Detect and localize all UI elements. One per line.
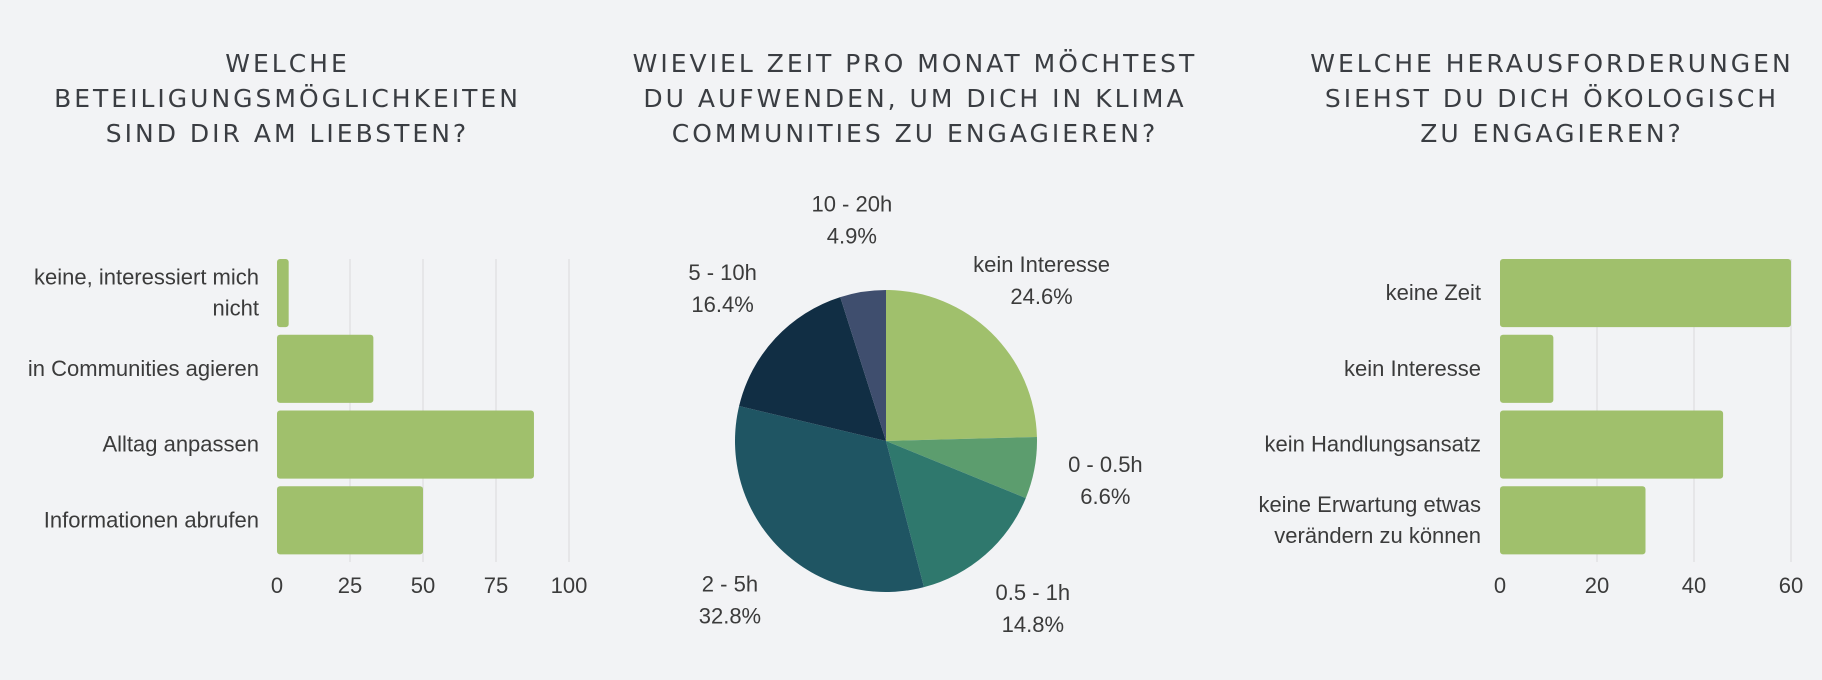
category-label: keine, interessiert mich nicht <box>34 265 259 321</box>
pie-slice <box>735 406 924 592</box>
bar <box>1500 334 1554 403</box>
slice-percent: 4.9% <box>827 224 877 249</box>
bar <box>277 334 374 403</box>
slice-percent: 32.8% <box>699 603 761 628</box>
category-label: in Communities agieren <box>28 356 259 381</box>
bar <box>277 410 534 479</box>
slice-label: 0.5 - 1h <box>996 580 1071 605</box>
x-tick-label: 20 <box>1585 573 1609 598</box>
chart-title-participation: WELCHE BETEILIGUNGSMÖGLICHKEITEN SIND DI… <box>54 49 521 148</box>
chart-title-challenges: WELCHE HERAUSFORDERUNGEN SIEHST DU DICH … <box>1310 49 1794 148</box>
pie-slice <box>886 290 1037 441</box>
slice-label: 5 - 10h <box>688 260 757 285</box>
x-tick-label: 50 <box>411 573 435 598</box>
pie-chart-1: kein Interesse 24.6% 0 - 0.5h 6.6% 0.5 - 1h 1… <box>688 192 1142 637</box>
category-label: kein Handlungsansatz <box>1265 432 1481 457</box>
slice-label: 0 - 0.5h <box>1068 452 1143 477</box>
slice-percent: 16.4% <box>691 292 753 317</box>
pie-slice <box>886 436 1037 499</box>
slice-percent: 6.6% <box>1080 484 1130 509</box>
x-tick-label: 100 <box>551 573 588 598</box>
bar <box>1500 259 1791 328</box>
x-tick-label: 75 <box>484 573 508 598</box>
x-tick-label: 60 <box>1779 573 1803 598</box>
x-tick-label: 40 <box>1682 573 1706 598</box>
bar <box>277 486 423 555</box>
slice-percent: 14.8% <box>1002 612 1064 637</box>
x-tick-label: 0 <box>1494 573 1506 598</box>
chart-title-time: WIEVIEL ZEIT PRO MONAT MÖCHTEST DU AUFWE… <box>632 49 1198 148</box>
category-label: keine Zeit <box>1386 280 1481 305</box>
category-label: kein Interesse <box>1344 356 1481 381</box>
category-label: Informationen abrufen <box>44 507 259 532</box>
x-tick-label: 25 <box>338 573 362 598</box>
slice-label: kein Interesse <box>973 252 1110 277</box>
pie-slice <box>739 297 886 441</box>
pie-slice <box>886 441 1026 588</box>
bar <box>1500 410 1724 479</box>
category-label: keine Erwartung etwas verändern zu können <box>1258 492 1481 548</box>
bar <box>1500 486 1646 555</box>
bar-chart-2: 0 20 40 60 keine Zeit kein Interesse kein Hand… <box>1258 259 1803 598</box>
slice-label: 2 - 5h <box>702 571 758 596</box>
bar-chart-0: 0 25 50 75 100 keine, interessiert mich nicht i… <box>28 259 587 598</box>
slice-label: 10 - 20h <box>811 192 892 217</box>
bar <box>277 259 289 328</box>
pie-slice <box>840 290 886 441</box>
category-label: Alltag anpassen <box>102 432 259 457</box>
x-tick-label: 0 <box>271 573 283 598</box>
slice-percent: 24.6% <box>1010 284 1072 309</box>
